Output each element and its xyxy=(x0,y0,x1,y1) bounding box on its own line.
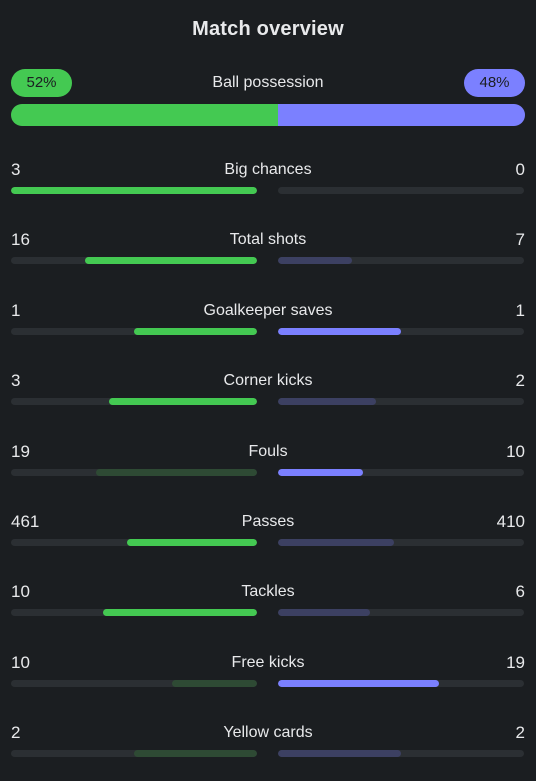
stat-row: 461 Passes 410 xyxy=(11,512,525,552)
home-stat-bar xyxy=(11,398,257,405)
home-stat-bar xyxy=(11,609,257,616)
away-stat-bar-fill xyxy=(278,398,377,405)
away-stat-bar-fill xyxy=(278,609,371,616)
stat-row: 1 Goalkeeper saves 1 xyxy=(11,301,525,341)
home-stat-value: 1 xyxy=(11,301,21,320)
home-stat-value: 16 xyxy=(11,230,30,249)
stat-label: Fouls xyxy=(248,443,288,460)
stat-row: 3 Big chances 0 xyxy=(11,160,525,200)
home-stat-bar-fill xyxy=(172,680,257,687)
stat-label: Total shots xyxy=(229,231,307,248)
away-stat-bar xyxy=(278,609,524,616)
home-stat-value: 461 xyxy=(11,512,40,531)
away-possession-badge: 48% xyxy=(464,69,525,97)
away-stat-value: 2 xyxy=(515,723,525,742)
away-stat-bar xyxy=(278,469,524,476)
home-stat-bar-fill xyxy=(109,398,257,405)
stat-row: 2 Yellow cards 2 xyxy=(11,723,525,763)
away-stat-bar-fill xyxy=(278,750,401,757)
stat-label: Passes xyxy=(241,513,295,530)
home-stat-bar xyxy=(11,328,257,335)
home-stat-bar-fill xyxy=(84,257,257,264)
stat-row: 10 Tackles 6 xyxy=(11,582,525,622)
stat-row: 16 Total shots 7 xyxy=(11,230,525,270)
home-stat-bar xyxy=(11,680,257,687)
stat-row: 3 Corner kicks 2 xyxy=(11,371,525,411)
away-stat-bar-fill xyxy=(278,328,401,335)
home-stat-bar-fill xyxy=(103,609,257,616)
home-stat-value: 2 xyxy=(11,723,21,742)
home-stat-bar-fill xyxy=(95,469,257,476)
away-stat-value: 10 xyxy=(506,442,525,461)
away-stat-value: 2 xyxy=(515,371,525,390)
stat-label: Yellow cards xyxy=(223,724,313,741)
ball-possession-bar xyxy=(11,104,525,126)
home-stat-bar xyxy=(11,750,257,757)
home-stat-bar xyxy=(11,539,257,546)
away-stat-bar-fill xyxy=(278,469,363,476)
home-stat-value: 10 xyxy=(11,653,30,672)
home-stat-bar-fill xyxy=(134,328,257,335)
home-stat-bar-fill xyxy=(134,750,257,757)
away-stat-bar xyxy=(278,257,524,264)
away-stat-bar-fill xyxy=(278,257,352,264)
stat-label: Corner kicks xyxy=(223,372,313,389)
home-possession-fill xyxy=(11,104,279,126)
home-stat-bar-fill xyxy=(126,539,257,546)
home-possession-badge: 52% xyxy=(11,69,72,97)
away-stat-bar xyxy=(278,398,524,405)
away-stat-bar xyxy=(278,187,524,194)
away-stat-bar xyxy=(278,539,524,546)
stat-label: Free kicks xyxy=(231,654,305,671)
away-stat-value: 410 xyxy=(496,512,525,531)
away-stat-bar xyxy=(278,750,524,757)
home-stat-value: 10 xyxy=(11,582,30,601)
ball-possession-label: Ball possession xyxy=(212,74,324,91)
away-stat-bar-fill xyxy=(278,680,440,687)
away-possession-fill xyxy=(278,104,525,126)
page-title: Match overview xyxy=(192,18,344,40)
home-stat-bar-fill xyxy=(11,187,257,194)
stat-label: Goalkeeper saves xyxy=(203,302,333,319)
ball-possession-header: 52% Ball possession 48% xyxy=(11,69,525,97)
away-stat-value: 1 xyxy=(515,301,525,320)
away-stat-bar xyxy=(278,328,524,335)
home-stat-bar xyxy=(11,187,257,194)
home-stat-value: 19 xyxy=(11,442,30,461)
home-stat-value: 3 xyxy=(11,371,21,390)
home-stat-bar xyxy=(11,469,257,476)
away-stat-value: 0 xyxy=(515,160,525,179)
away-stat-bar-fill xyxy=(278,539,394,546)
stat-row: 19 Fouls 10 xyxy=(11,442,525,482)
away-stat-value: 7 xyxy=(515,230,525,249)
stat-label: Tackles xyxy=(241,583,295,600)
home-stat-bar xyxy=(11,257,257,264)
away-stat-value: 6 xyxy=(515,582,525,601)
away-stat-bar xyxy=(278,680,524,687)
stat-label: Big chances xyxy=(224,161,312,178)
home-stat-value: 3 xyxy=(11,160,21,179)
stat-row: 10 Free kicks 19 xyxy=(11,653,525,693)
away-stat-value: 19 xyxy=(506,653,525,672)
